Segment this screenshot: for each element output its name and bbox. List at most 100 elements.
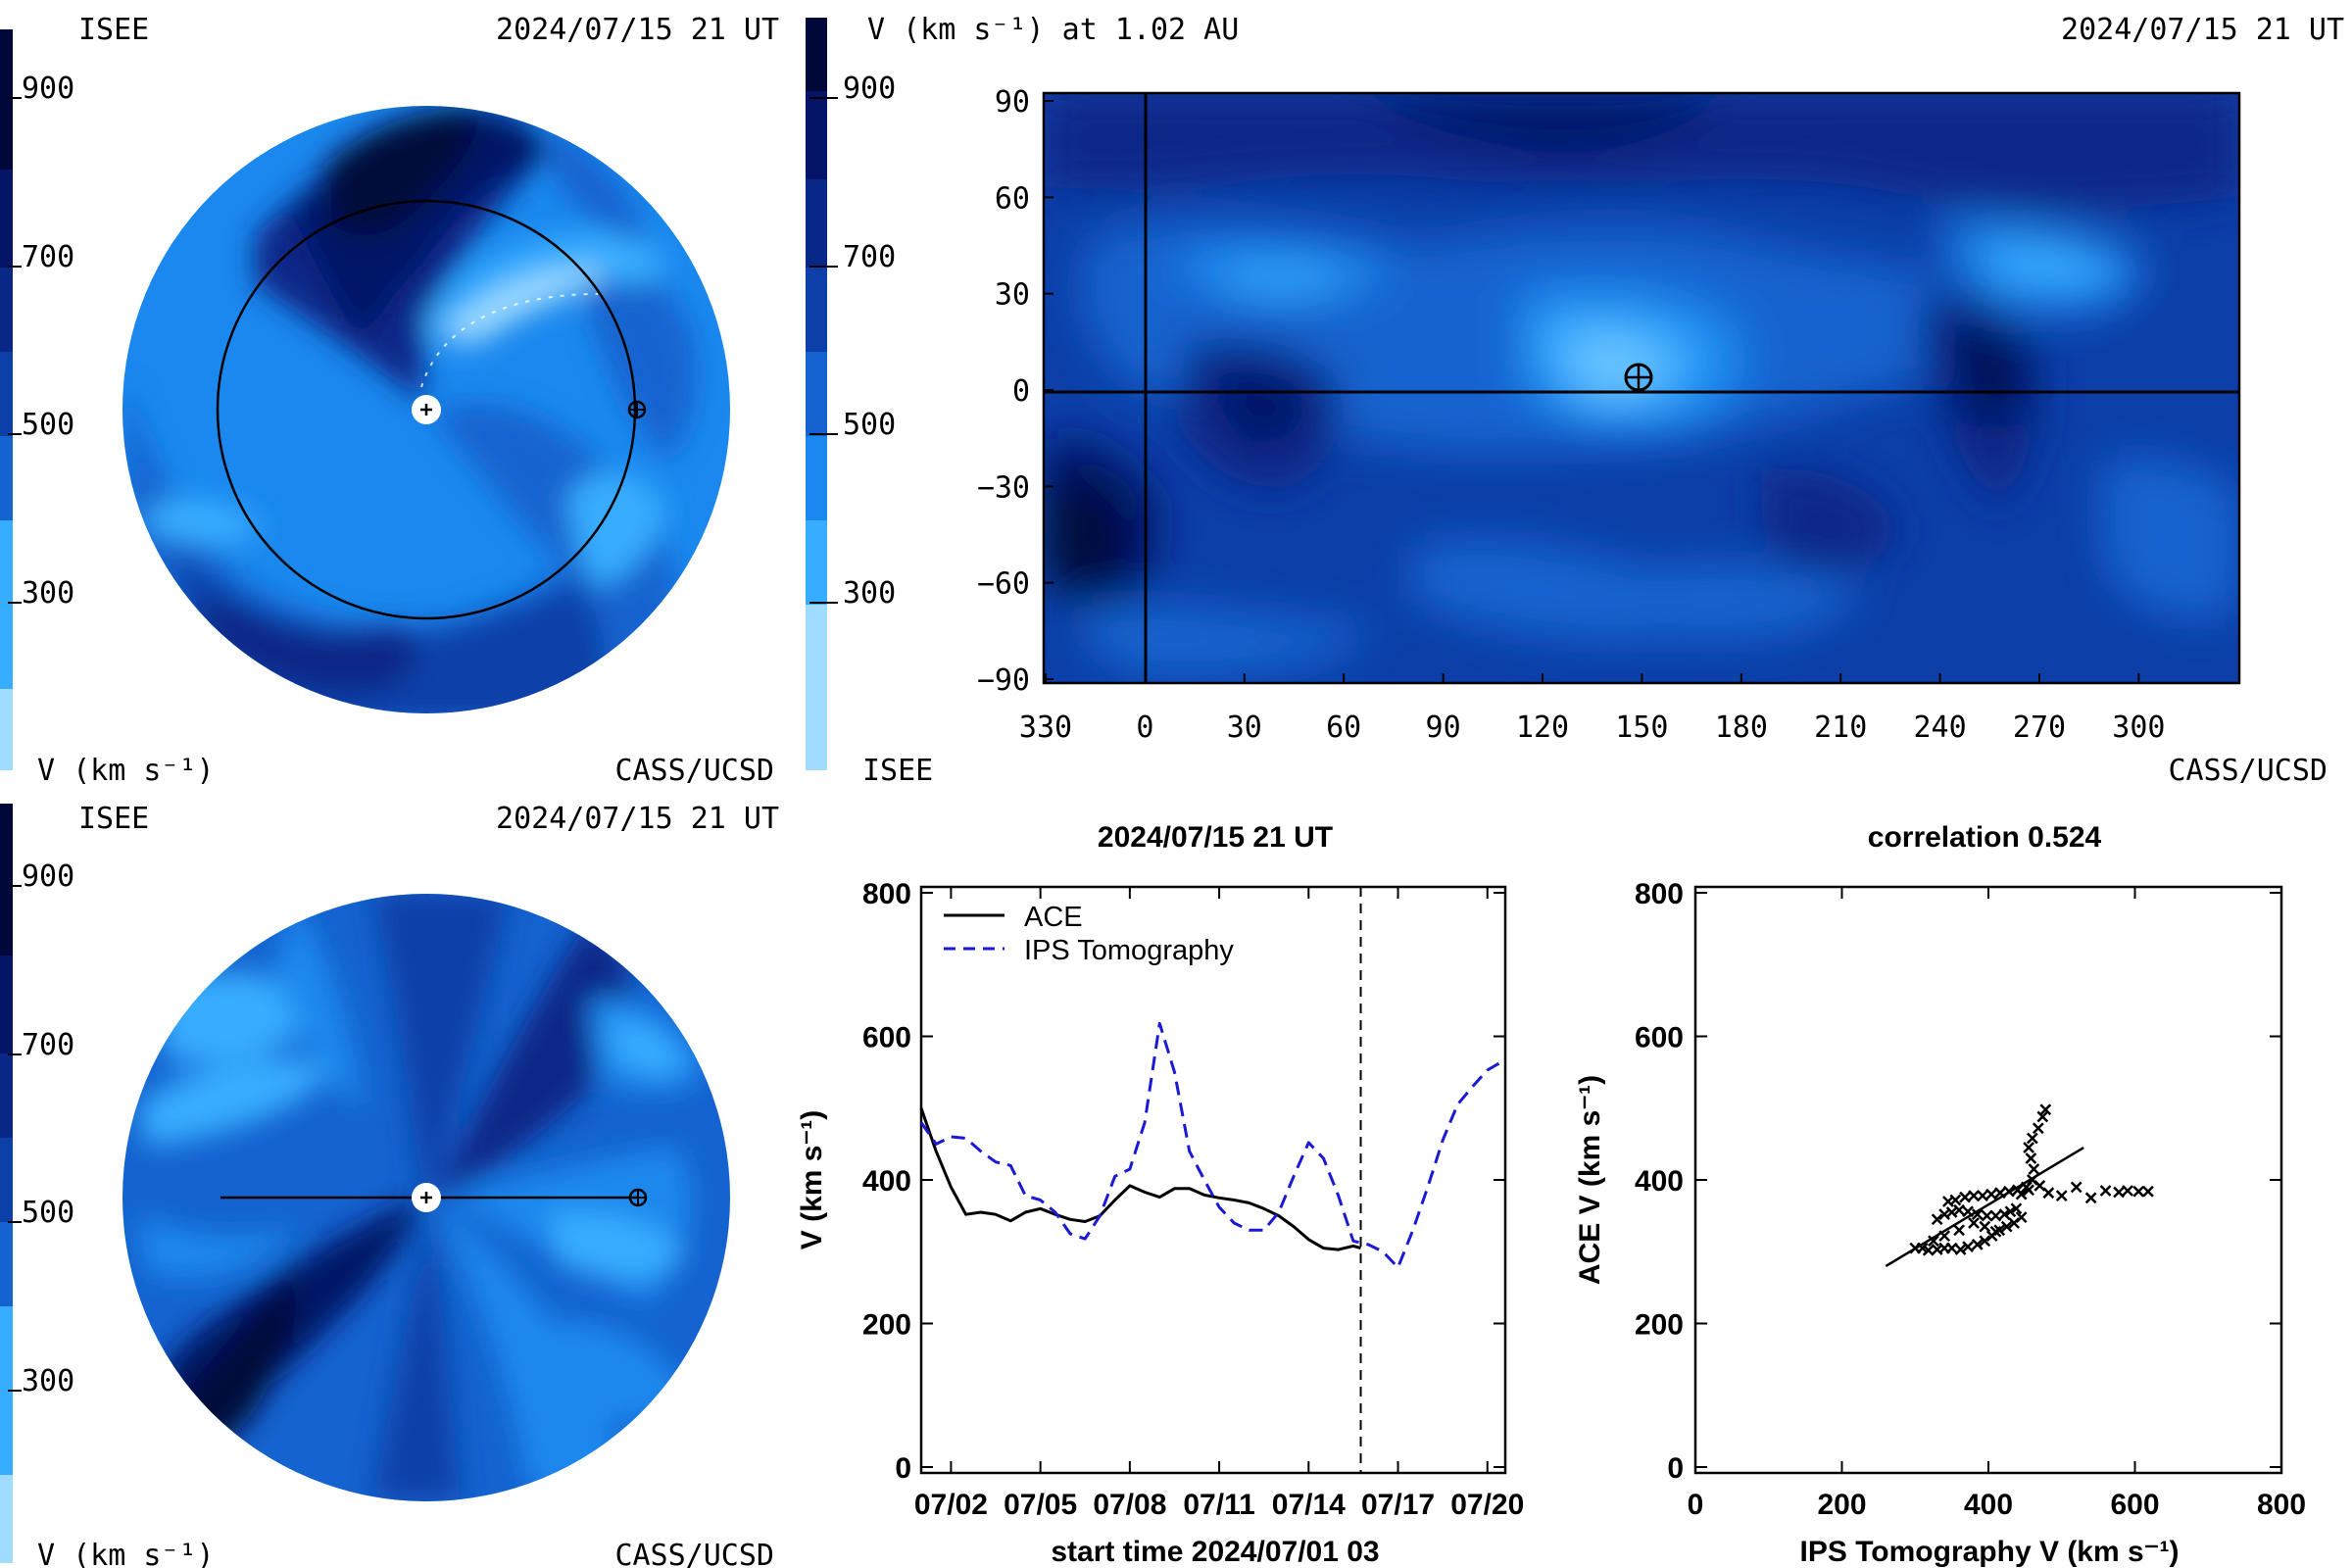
earth-icon: [1624, 363, 1653, 392]
scatter-point: [1979, 1220, 1991, 1233]
cbar-tick-300: 300: [22, 576, 74, 611]
cbar-tick-700: 700: [22, 240, 74, 274]
scatter-point: [2010, 1202, 2023, 1215]
lat-tick-label: 60: [995, 181, 1030, 216]
org-label-bottom: CASS/UCSD: [614, 1539, 774, 1568]
scatter-point: [2023, 1184, 2034, 1197]
scatter-point: [2084, 1192, 2097, 1204]
timestamp: 2024/07/15 21 UT: [2061, 13, 2344, 47]
scatter-point: [2025, 1152, 2037, 1164]
cbar-tick-500: 500: [22, 408, 74, 442]
scatter-point: [2142, 1185, 2154, 1198]
chart-title: correlation 0.524: [1868, 821, 2102, 854]
timeseries-panel: 2024/07/15 21 UT 0 200 400 600 800 07/02 07/05…: [796, 821, 1524, 1568]
cbar-tick-700: 700: [843, 240, 896, 274]
x-tick-label: 0: [1688, 1489, 1704, 1521]
scatter-point: [2000, 1220, 2013, 1233]
synoptic-title: V (km s⁻¹) at 1.02 AU: [867, 13, 1239, 47]
y-tick-label: 600: [1635, 1022, 1684, 1054]
scatter-point: [2122, 1185, 2133, 1197]
y-tick-label: 200: [1635, 1309, 1684, 1342]
plot-frame: [919, 885, 1507, 1475]
cbar-tick-900: 900: [843, 72, 896, 106]
meridional-colorbar: [0, 804, 13, 1563]
y-tick-label: 600: [862, 1022, 911, 1054]
scatter-point: [2113, 1186, 2125, 1199]
lon-tick-label: 120: [1516, 710, 1569, 745]
scatter-point: [2042, 1187, 2055, 1200]
y-axis-label: V (km s⁻¹): [796, 1110, 828, 1250]
scatter-point: [2132, 1185, 2145, 1198]
cbar-tick-500: 500: [22, 1196, 74, 1230]
scatter-point: [1949, 1194, 1962, 1206]
sun-icon: [412, 1183, 441, 1212]
scatter-point: [2015, 1211, 2028, 1223]
scatter-point: [1945, 1242, 1958, 1254]
x-tick-label: 07/14: [1272, 1489, 1346, 1521]
cbar-tick-300: 300: [22, 1364, 74, 1398]
scatter-point: [1981, 1209, 1993, 1222]
lat-tick-label: −30: [977, 470, 1030, 505]
lon-tick-label: 90: [1426, 710, 1461, 745]
synoptic-panel: 900 700 500 300 V (km s⁻¹) at 1.02 AU 20…: [806, 13, 2344, 788]
org-label-bottom-left: ISEE: [862, 754, 933, 788]
scatter-point: [1931, 1213, 1943, 1226]
scatter-point: [1968, 1217, 1980, 1229]
scatter-point: [1989, 1225, 2002, 1238]
scatter-point: [2099, 1185, 2112, 1197]
synoptic-map: [1044, 93, 2239, 683]
scatter-point: [1971, 1239, 1984, 1250]
sun-icon: [412, 395, 441, 424]
org-label-top: ISEE: [78, 13, 149, 47]
ecliptic-colorbar: [0, 29, 13, 770]
earth-icon: [627, 400, 647, 419]
scatter-point: [1959, 1191, 1971, 1203]
lon-tick-label: 330: [1019, 710, 1072, 745]
lon-tick-label: 270: [2013, 710, 2066, 745]
lat-tick-label: 30: [995, 278, 1030, 313]
x-tick-label: 07/02: [914, 1489, 988, 1521]
scatter-point: [1962, 1241, 1974, 1253]
legend: ACE IPS Tomography: [944, 902, 1234, 966]
timeseries-axes: 0 200 400 600 800 07/02 07/05 07/08 07/11 07/14 07…: [862, 878, 1524, 1521]
earth-icon: [628, 1188, 648, 1207]
synoptic-colorbar-ticks: 900 700 500 300: [809, 72, 896, 611]
scatter-point: [1989, 1209, 2002, 1222]
scatter-point: [1977, 1190, 1988, 1201]
scatter-point: [1968, 1190, 1980, 1201]
lon-tick-label: 0: [1136, 710, 1153, 745]
cbar-tick-900: 900: [22, 72, 74, 106]
y-tick-label: 0: [895, 1452, 911, 1485]
scatter-point: [1994, 1187, 2006, 1200]
meridional-panel: 900 700 500 300 ISEE 2024/07/15 21 UT V …: [0, 802, 779, 1568]
scatter-axes: 0 200 400 600 800 0 200 400 600 800: [1635, 878, 2306, 1521]
y-tick-label: 400: [862, 1165, 911, 1198]
lon-tick-label: 300: [2112, 710, 2165, 745]
timestamp: 2024/07/15 21 UT: [496, 13, 779, 47]
scatter-data: [1885, 1103, 2154, 1267]
scatter-point: [1998, 1208, 2011, 1221]
org-label-bottom-right: CASS/UCSD: [2168, 754, 2328, 788]
series-line-ace: [919, 1107, 1361, 1251]
meridional-colorbar-ticks: 900 700 500 300: [8, 859, 74, 1398]
scatter-point: [2039, 1103, 2052, 1116]
chart-title: 2024/07/15 21 UT: [1098, 821, 1333, 854]
x-tick-label: 07/11: [1183, 1489, 1254, 1521]
synoptic-colorbar: [806, 18, 827, 770]
x-tick-label: 07/17: [1361, 1489, 1435, 1521]
scatter-point: [1962, 1205, 1974, 1218]
scatter-point: [2015, 1188, 2028, 1200]
colorbar-label: V (km s⁻¹): [37, 754, 215, 788]
cbar-tick-700: 700: [22, 1028, 74, 1062]
ecliptic-panel: 900 700 500 300 ISEE 2024/07/15 21 UT V …: [0, 13, 779, 788]
lat-tick-label: 90: [995, 85, 1030, 120]
timeseries-data: [919, 887, 1503, 1473]
x-tick-label: 400: [1964, 1489, 2013, 1521]
y-axis-label: ACE V (km s⁻¹): [1574, 1075, 1606, 1285]
y-tick-label: 800: [862, 878, 911, 910]
scatter-point: [2070, 1181, 2082, 1194]
scatter-panel: correlation 0.524 0 200 400 600 800 0 200 400 60…: [1574, 821, 2306, 1568]
ecliptic-colorbar-ticks: 900 700 500 300: [8, 72, 74, 611]
cbar-tick-900: 900: [22, 859, 74, 894]
